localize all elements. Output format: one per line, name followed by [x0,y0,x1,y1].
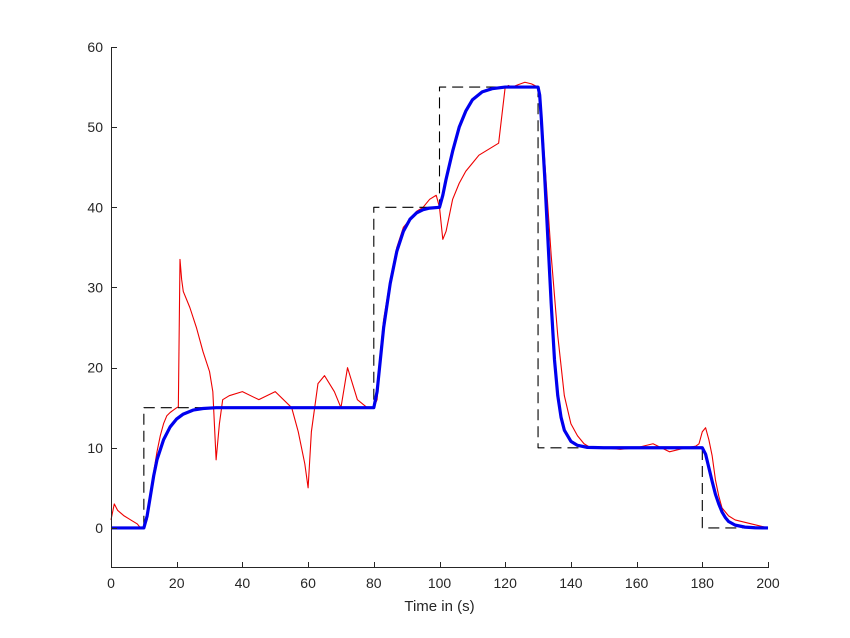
y-tick-label: 30 [87,279,103,295]
x-tick-label: 180 [691,575,715,591]
x-tick-label: 200 [756,575,780,591]
y-tick-label: 60 [87,39,103,55]
series-line-model-response [111,85,769,530]
x-tick-label: 80 [366,575,382,591]
x-tick-label: 0 [107,575,115,591]
x-tick-label: 20 [169,575,185,591]
x-tick-label: 100 [428,575,452,591]
y-axis-ticks: 0 10 20 30 40 50 60 [87,39,117,536]
x-tick-label: 120 [494,575,518,591]
x-tick-label: 160 [625,575,649,591]
y-tick-label: 0 [95,520,103,536]
x-axis-ticks: 0 20 40 60 80 100 120 140 160 180 200 [107,562,780,591]
plot-area: 0 20 40 60 80 100 120 140 160 180 200 0 10 20 30 40 50 6… [87,39,779,615]
y-tick-label: 40 [87,199,103,215]
y-tick-label: 50 [87,119,103,135]
x-axis-title: Time in (s) [404,598,474,615]
y-tick-label: 20 [87,360,103,376]
x-tick-label: 140 [559,575,583,591]
x-tick-label: 40 [235,575,251,591]
x-tick-label: 60 [300,575,316,591]
series-layer [110,81,769,530]
y-tick-label: 10 [87,440,103,456]
series-line-setpoint [111,86,768,529]
